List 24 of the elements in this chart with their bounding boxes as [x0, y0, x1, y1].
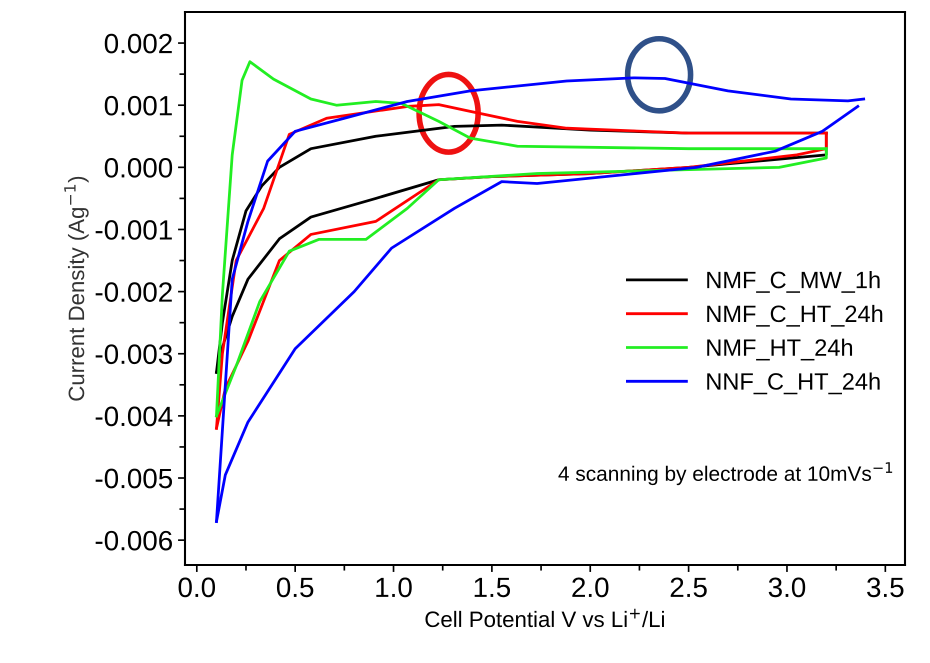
y-tick-label: 0.002: [104, 34, 172, 54]
x-tick-label: 1.5: [474, 578, 510, 598]
x-tick-label: 3.0: [768, 578, 806, 598]
x-tick-label: 2.0: [572, 578, 608, 598]
y-tick-label: -0.001: [96, 220, 172, 240]
legend-label: NMF_C_MW_1h: [707, 271, 880, 293]
x-tick-label: 2.5: [670, 578, 707, 598]
y-tick-label: 0.001: [104, 96, 172, 116]
legend-label: NNF_C_HT_24h: [707, 372, 880, 394]
x-tick-label: 0.5: [276, 578, 314, 598]
legend-label: NMF_HT_24h: [707, 338, 852, 360]
x-tick-label: 1.0: [376, 578, 412, 598]
y-tick-label: -0.005: [96, 468, 172, 488]
y-tick-label: -0.004: [96, 406, 172, 426]
x-axis-title: Cell Potential V vs Li$^{+}$/Li: [425, 608, 664, 628]
y-tick-label: -0.003: [96, 344, 172, 364]
y-tick-label: -0.002: [96, 282, 172, 302]
y-tick-label: -0.006: [96, 530, 172, 550]
y-tick-label: 0.000: [104, 158, 172, 178]
x-tick-label: 0.0: [178, 578, 216, 598]
y-axis-title: Current Density (Ag$^{−1}$): [64, 176, 89, 401]
legend-label: NMF_C_HT_24h: [707, 304, 882, 327]
x-tick-label: 3.5: [867, 578, 904, 598]
annotation: 4 scanning by electrode at 10mVs$^{−1}$: [558, 462, 892, 486]
